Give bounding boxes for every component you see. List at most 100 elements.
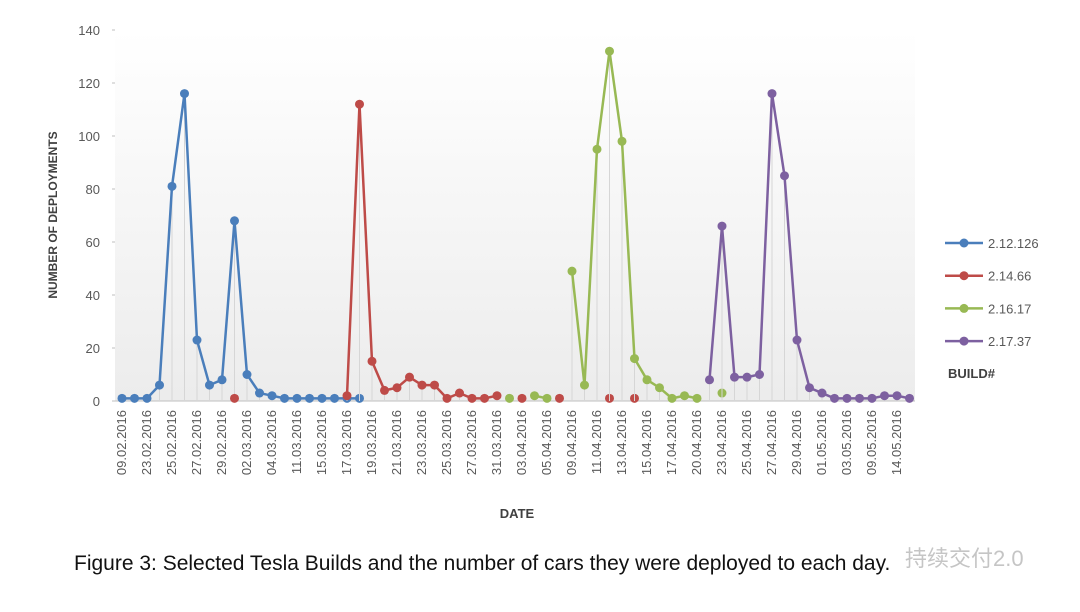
x-tick-label: 25.03.2016: [439, 410, 454, 475]
data-point: [655, 383, 664, 393]
y-tick-label: 100: [78, 129, 100, 144]
x-tick-label: 04.03.2016: [264, 410, 279, 475]
x-tick-label: 23.02.2016: [139, 410, 154, 475]
data-point: [780, 171, 789, 181]
data-point: [867, 393, 877, 403]
data-point: [267, 391, 277, 401]
x-tick-label: 01.05.2016: [814, 410, 829, 475]
x-tick-label: 03.04.2016: [514, 410, 529, 475]
x-tick-label: 25.02.2016: [164, 410, 179, 475]
x-tick-label: 17.04.2016: [664, 410, 679, 475]
legend-marker: [959, 336, 969, 346]
data-point: [342, 391, 352, 401]
data-point: [455, 388, 464, 398]
data-point: [605, 46, 614, 56]
x-tick-label: 19.03.2016: [364, 410, 379, 475]
data-point: [730, 372, 739, 382]
x-tick-label: 15.04.2016: [639, 410, 654, 475]
data-point: [217, 375, 227, 385]
data-point: [580, 380, 589, 390]
data-point: [130, 393, 139, 403]
x-tick-label: 23.04.2016: [714, 410, 729, 475]
data-point: [517, 393, 527, 403]
legend-marker: [959, 238, 969, 248]
x-tick-label: 09.02.2016: [114, 410, 129, 475]
data-point: [480, 393, 489, 403]
x-axis-title: DATE: [500, 506, 535, 521]
data-point: [617, 136, 627, 146]
data-point: [592, 144, 602, 154]
data-point: [767, 89, 777, 99]
x-tick-label: 23.03.2016: [414, 410, 429, 475]
y-tick-label: 140: [78, 23, 100, 38]
data-point: [705, 375, 714, 385]
data-point: [467, 393, 477, 403]
data-point: [317, 393, 327, 403]
data-point: [755, 370, 764, 379]
x-tick-label: 17.03.2016: [339, 410, 354, 475]
data-point: [255, 388, 264, 398]
data-point: [355, 99, 364, 109]
legend-title: BUILD#: [948, 366, 996, 381]
watermark: 持续交付2.0: [905, 546, 1024, 571]
data-point: [492, 391, 502, 401]
y-tick-label: 40: [86, 288, 100, 303]
x-tick-label: 11.04.2016: [589, 410, 604, 474]
data-point: [630, 354, 639, 364]
data-point: [742, 372, 752, 382]
x-tick-label: 25.04.2016: [739, 410, 754, 475]
legend-label: 2.16.17: [988, 301, 1031, 316]
data-point: [305, 393, 314, 403]
data-point: [142, 393, 152, 403]
x-tick-label: 02.03.2016: [239, 410, 254, 475]
data-point: [830, 393, 839, 403]
y-tick-label: 120: [78, 76, 100, 91]
y-tick-label: 60: [86, 235, 100, 250]
x-tick-label: 09.05.2016: [864, 410, 879, 475]
data-point: [442, 393, 452, 403]
data-point: [905, 393, 914, 403]
data-point: [117, 393, 127, 403]
legend-marker: [959, 303, 969, 313]
data-point: [155, 380, 164, 390]
data-point: [817, 388, 827, 398]
data-point: [180, 89, 189, 99]
x-tick-label: 29.04.2016: [789, 410, 804, 475]
x-tick-label: 20.04.2016: [689, 410, 704, 475]
data-point: [230, 393, 239, 403]
data-point: [205, 380, 214, 390]
data-point: [717, 221, 727, 231]
data-point: [567, 266, 577, 276]
plot-background: [115, 30, 915, 401]
x-tick-label: 27.04.2016: [764, 410, 779, 475]
data-point: [542, 393, 552, 403]
x-tick-label: 27.03.2016: [464, 410, 479, 475]
data-point: [892, 391, 902, 401]
data-point: [430, 380, 439, 390]
legend-label: 2.14.66: [988, 269, 1031, 284]
data-point: [392, 383, 402, 393]
data-point: [842, 393, 852, 403]
x-tick-label: 09.04.2016: [564, 410, 579, 475]
data-point: [292, 393, 302, 403]
y-tick-label: 0: [93, 394, 100, 409]
x-tick-label: 31.03.2016: [489, 410, 504, 475]
data-point: [642, 375, 652, 385]
data-point: [167, 181, 177, 191]
data-point: [530, 391, 539, 401]
legend-marker: [959, 271, 969, 281]
data-point: [555, 393, 564, 403]
data-point: [680, 391, 689, 401]
data-point: [367, 356, 377, 366]
x-tick-label: 15.03.2016: [314, 410, 329, 475]
data-point: [805, 383, 814, 393]
data-point: [280, 393, 289, 403]
legend-label: 2.12.126: [988, 236, 1039, 251]
legend-label: 2.17.37: [988, 334, 1031, 349]
x-tick-label: 21.03.2016: [389, 410, 404, 475]
data-point: [380, 385, 389, 395]
x-tick-label: 13.04.2016: [614, 410, 629, 475]
x-tick-label: 29.02.2016: [214, 410, 229, 475]
x-tick-label: 03.05.2016: [839, 410, 854, 475]
data-point: [230, 216, 239, 226]
